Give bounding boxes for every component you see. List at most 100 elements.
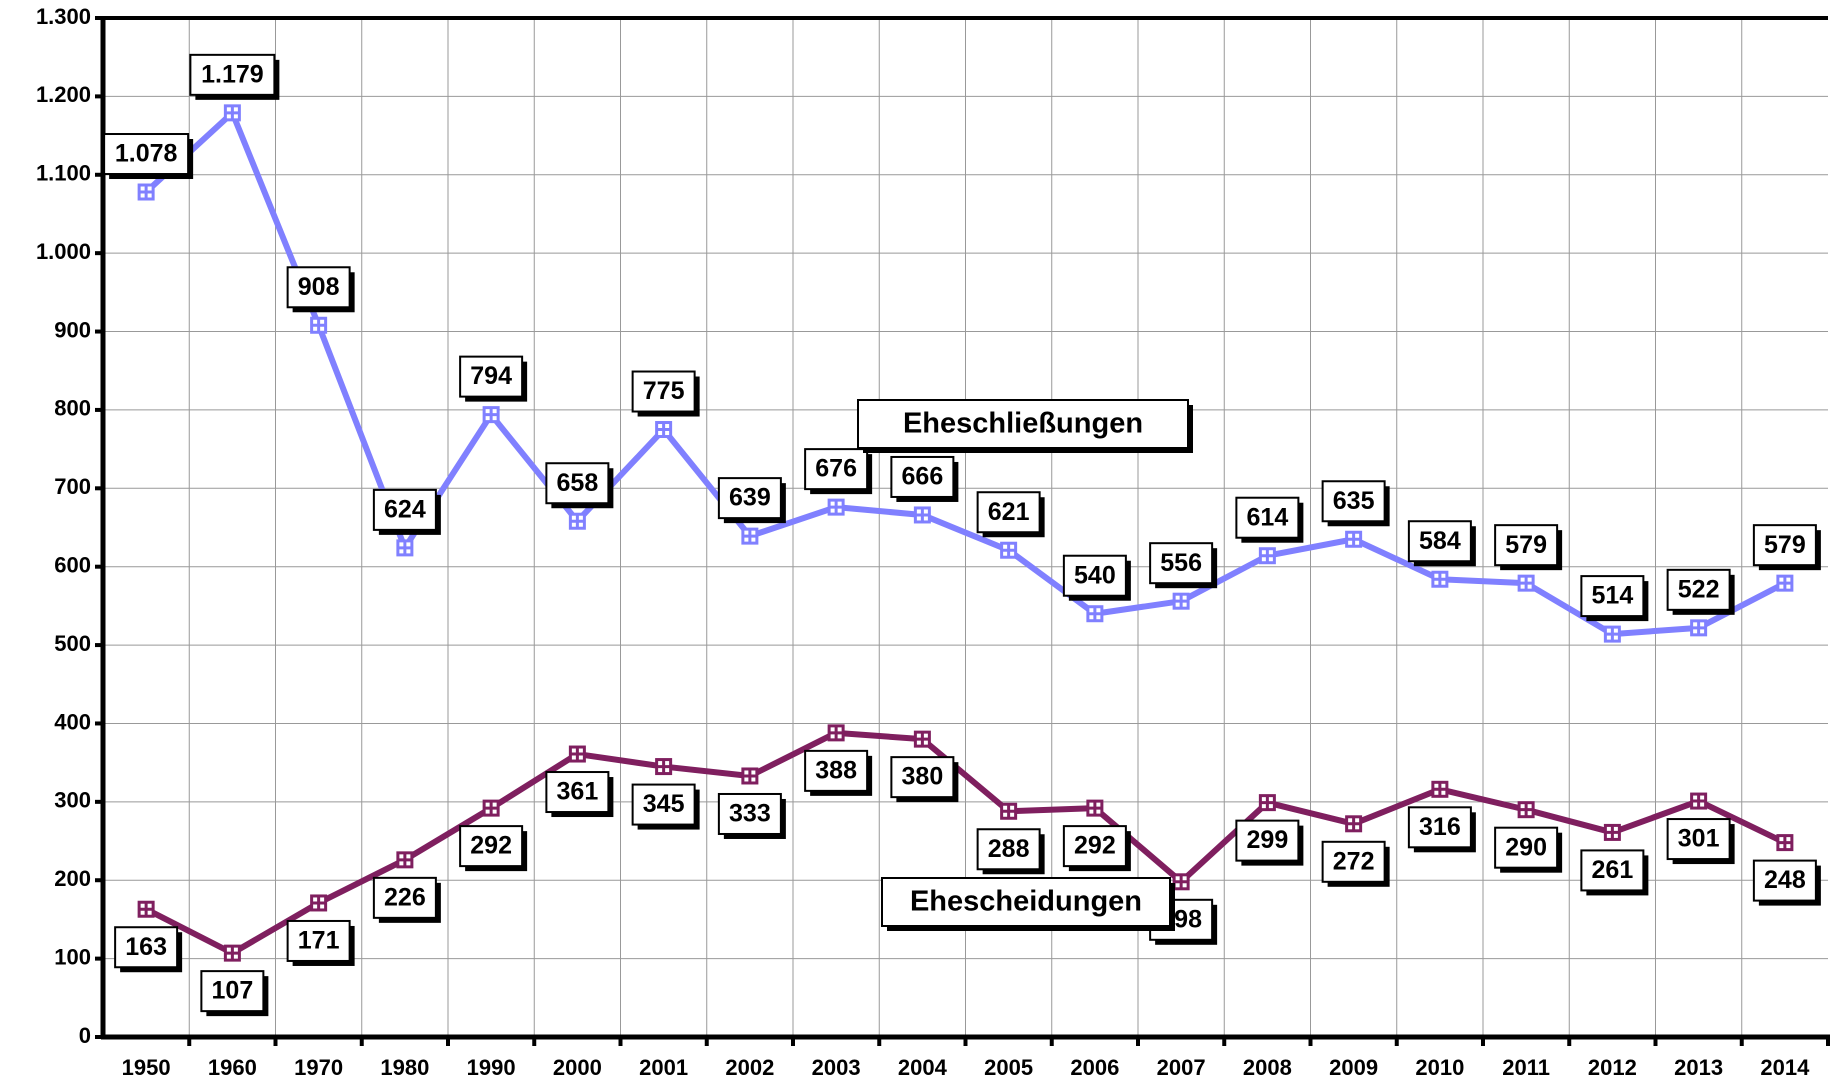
marker-cross xyxy=(742,529,757,544)
value-label-box xyxy=(372,876,437,919)
value-label: 292 xyxy=(470,832,512,860)
marker-cross xyxy=(225,105,240,120)
value-label: 316 xyxy=(1407,806,1476,853)
value-label: 163 xyxy=(114,926,183,973)
marker-cross xyxy=(311,895,326,910)
value-label-box xyxy=(976,828,1041,871)
value-label-box xyxy=(1062,554,1127,597)
y-tick-label: 700 xyxy=(54,474,91,499)
marker-cross xyxy=(397,852,412,867)
y-tick-label: 100 xyxy=(54,944,91,969)
marker-cross xyxy=(397,540,412,555)
marker xyxy=(1776,834,1794,852)
marker xyxy=(1776,574,1794,592)
value-label-box xyxy=(1062,825,1127,868)
y-tick-label: 500 xyxy=(54,631,91,656)
value-label: 666 xyxy=(902,463,944,491)
marker-cross xyxy=(656,759,671,774)
marker-cross xyxy=(1432,782,1447,797)
marker xyxy=(741,767,759,785)
value-label: 639 xyxy=(717,477,786,524)
value-label: 635 xyxy=(1333,487,1375,515)
marker xyxy=(223,944,241,962)
value-label: 333 xyxy=(729,800,771,828)
x-tick-label: 1960 xyxy=(208,1055,257,1080)
marker xyxy=(827,724,845,742)
marker-cross xyxy=(1001,543,1016,558)
value-label: 639 xyxy=(729,484,771,512)
marker-cross xyxy=(1346,816,1361,831)
value-label: 299 xyxy=(1235,819,1304,866)
value-label: 107 xyxy=(200,970,269,1017)
value-label: 556 xyxy=(1149,542,1218,589)
marker-cross xyxy=(484,801,499,816)
value-label: 522 xyxy=(1666,568,1735,615)
value-label-box xyxy=(1321,840,1386,883)
value-label: 292 xyxy=(1062,825,1131,872)
value-label: 261 xyxy=(1592,856,1634,884)
marker-cross xyxy=(742,768,757,783)
value-label: 908 xyxy=(298,273,340,301)
value-label: 908 xyxy=(286,266,355,313)
value-label: 579 xyxy=(1494,524,1563,571)
value-label-box xyxy=(1752,524,1817,567)
value-label-box xyxy=(459,825,524,868)
value-label-box xyxy=(545,462,610,505)
value-label: 316 xyxy=(1419,813,1461,841)
value-label-box xyxy=(103,133,190,176)
value-label-box xyxy=(1321,480,1386,523)
marker xyxy=(1000,541,1018,559)
value-label: 1.179 xyxy=(201,60,264,88)
marker-cross xyxy=(139,185,154,200)
marker xyxy=(1258,547,1276,565)
marker-cross xyxy=(139,902,154,917)
marker xyxy=(568,745,586,763)
marker-cross xyxy=(484,407,499,422)
value-label: 584 xyxy=(1407,520,1476,567)
value-label: 624 xyxy=(372,488,441,535)
marker-cross xyxy=(1691,794,1706,809)
marker-cross xyxy=(915,507,930,522)
value-label: 361 xyxy=(545,771,614,818)
x-tick-label: 2002 xyxy=(725,1055,774,1080)
marker-cross xyxy=(1777,835,1792,850)
legend-label: Eheschließungen xyxy=(903,408,1143,440)
value-label-box xyxy=(804,749,869,792)
value-label: 514 xyxy=(1580,575,1649,622)
value-label: 171 xyxy=(286,919,355,966)
value-label: 380 xyxy=(890,756,959,803)
value-label: 579 xyxy=(1505,531,1547,559)
value-label-box xyxy=(717,792,782,835)
marker xyxy=(741,527,759,545)
marker xyxy=(568,512,586,530)
value-label-box xyxy=(717,477,782,520)
x-tick-label: 1990 xyxy=(467,1055,516,1080)
value-label: 288 xyxy=(988,835,1030,863)
value-label-box xyxy=(1494,826,1559,869)
x-tick-label: 2004 xyxy=(898,1055,948,1080)
y-tick-label: 0 xyxy=(79,1023,91,1048)
marker-cross xyxy=(1691,620,1706,635)
value-label: 107 xyxy=(212,977,254,1005)
series-line xyxy=(144,729,1787,957)
y-tick-label: 1.300 xyxy=(36,4,91,29)
value-label: 345 xyxy=(643,790,685,818)
value-label: 290 xyxy=(1494,826,1563,873)
value-label: 248 xyxy=(1752,859,1821,906)
value-label-box xyxy=(1494,524,1559,567)
x-tick-label: 2006 xyxy=(1070,1055,1119,1080)
value-label-box xyxy=(890,455,955,498)
value-label: 666 xyxy=(890,455,959,502)
x-tick-label: 2000 xyxy=(553,1055,602,1080)
value-label-box xyxy=(286,266,351,309)
marker-cross xyxy=(915,732,930,747)
value-label: 345 xyxy=(631,783,700,830)
marker xyxy=(1086,799,1104,817)
value-label: 775 xyxy=(631,370,700,417)
legend-label: Ehescheidungen xyxy=(910,886,1142,918)
x-tick-label: 1970 xyxy=(294,1055,343,1080)
value-label: 380 xyxy=(902,763,944,791)
value-label: 388 xyxy=(815,756,857,784)
value-label-box xyxy=(1666,818,1731,861)
